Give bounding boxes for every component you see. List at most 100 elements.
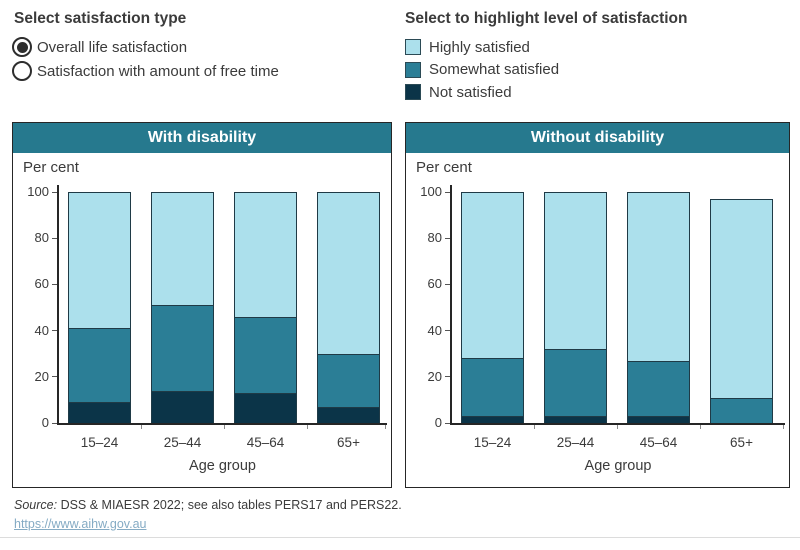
footer: Source: DSS & MIAESR 2022; see also tabl… bbox=[14, 496, 402, 534]
bar-segment[interactable] bbox=[461, 192, 524, 360]
radio-dot bbox=[16, 41, 28, 53]
charts-container: With disability Per cent 0 20 40 60 80 100 15–24… bbox=[12, 122, 790, 488]
y-tick-mark bbox=[52, 237, 57, 239]
bar-segment[interactable] bbox=[317, 406, 380, 424]
y-tick-mark bbox=[52, 376, 57, 378]
radio-option-1[interactable]: Satisfaction with amount of free time bbox=[12, 59, 384, 83]
bar-segment[interactable] bbox=[234, 316, 297, 394]
radio-option-label: Satisfaction with amount of free time bbox=[37, 62, 279, 80]
y-tick-mark bbox=[52, 422, 57, 424]
y-tick-label: 40 bbox=[427, 322, 442, 338]
bar-segment[interactable] bbox=[68, 192, 131, 330]
legend-item-1[interactable]: Somewhat satisfied bbox=[405, 59, 785, 82]
legend-swatch-icon bbox=[405, 84, 421, 101]
legend-title: Select to highlight level of satisfactio… bbox=[405, 10, 688, 27]
y-tick-mark bbox=[445, 422, 450, 424]
chart-title: With disability bbox=[147, 129, 257, 146]
chart-panel-header: With disability bbox=[13, 123, 391, 153]
category-tick-mark bbox=[141, 425, 142, 429]
bar-segment[interactable] bbox=[710, 397, 773, 424]
x-tick-label: 45–64 bbox=[639, 435, 678, 450]
bar-segment[interactable] bbox=[151, 192, 214, 307]
category-tick-mark bbox=[783, 425, 784, 429]
y-axis-line bbox=[450, 185, 452, 425]
y-tick-mark bbox=[445, 376, 450, 378]
bar-segment[interactable] bbox=[234, 392, 297, 424]
x-axis-title: Age group bbox=[584, 458, 652, 474]
bar-segment[interactable] bbox=[68, 328, 131, 404]
y-tick-mark bbox=[52, 191, 57, 193]
x-axis-line bbox=[450, 423, 785, 425]
bar-segment[interactable] bbox=[461, 358, 524, 418]
source-label: Source: bbox=[14, 498, 58, 512]
bar-segment[interactable] bbox=[151, 305, 214, 392]
category-tick-mark bbox=[700, 425, 701, 429]
y-tick-label: 100 bbox=[420, 184, 442, 199]
bar-segment[interactable] bbox=[544, 192, 607, 351]
radio-selected-icon[interactable] bbox=[12, 37, 32, 57]
satisfaction-type-title: Select satisfaction type bbox=[14, 10, 187, 27]
x-tick-label: 25–44 bbox=[163, 435, 202, 450]
source-note: Source: DSS & MIAESR 2022; see also tabl… bbox=[14, 496, 402, 515]
y-tick-mark bbox=[445, 283, 450, 285]
legend-swatch-icon bbox=[405, 61, 421, 78]
category-tick-mark bbox=[307, 425, 308, 429]
bar-segment[interactable] bbox=[544, 349, 607, 418]
chart-plot-area: Per cent 0 20 40 60 80 100 15–24 25–44 45–64 65+ Ag… bbox=[406, 153, 789, 487]
legend-item-2[interactable]: Not satisfied bbox=[405, 81, 785, 104]
chart-panel-1: Without disability Per cent 0 20 40 60 80 100 15… bbox=[405, 122, 790, 488]
x-axis-title: Age group bbox=[189, 458, 256, 474]
bar-segment[interactable] bbox=[627, 192, 690, 362]
bar-segment[interactable] bbox=[627, 360, 690, 418]
chart-plot-area: Per cent 0 20 40 60 80 100 15–24 25–44 45–64 65+ Ag… bbox=[13, 153, 391, 487]
y-tick-mark bbox=[52, 283, 57, 285]
y-tick-label: 60 bbox=[34, 276, 49, 292]
radio-option-0[interactable]: Overall life satisfaction bbox=[12, 35, 384, 59]
chart-panel-0: With disability Per cent 0 20 40 60 80 100 15–24… bbox=[12, 122, 392, 488]
y-tick-label: 20 bbox=[34, 368, 49, 384]
chart-panel-header: Without disability bbox=[406, 123, 789, 153]
category-tick-mark bbox=[224, 425, 225, 429]
legend-item-0[interactable]: Highly satisfied bbox=[405, 36, 785, 59]
legend-item-label: Not satisfied bbox=[429, 83, 512, 101]
satisfaction-legend: Select to highlight level of satisfactio… bbox=[405, 10, 785, 104]
y-axis-line bbox=[57, 185, 59, 425]
bar-segment[interactable] bbox=[710, 198, 773, 399]
bar-segment[interactable] bbox=[317, 353, 380, 408]
y-axis-title: Per cent bbox=[23, 159, 79, 176]
category-tick-mark bbox=[534, 425, 535, 429]
satisfaction-type-control: Select satisfaction type Overall life sa… bbox=[12, 10, 384, 83]
y-tick-label: 80 bbox=[34, 230, 49, 246]
y-tick-mark bbox=[52, 330, 57, 332]
y-tick-label: 0 bbox=[41, 415, 49, 430]
aihw-link[interactable]: https://www.aihw.gov.au bbox=[14, 517, 147, 531]
y-tick-mark bbox=[445, 330, 450, 332]
y-tick-label: 80 bbox=[427, 230, 442, 246]
y-tick-mark bbox=[445, 237, 450, 239]
bar-segment[interactable] bbox=[68, 402, 131, 424]
bar-segment[interactable] bbox=[234, 192, 297, 318]
bar-segment[interactable] bbox=[151, 390, 214, 424]
legend-item-label: Highly satisfied bbox=[429, 38, 530, 56]
y-tick-label: 0 bbox=[434, 415, 442, 430]
source-text: DSS & MIAESR 2022; see also tables PERS1… bbox=[57, 498, 402, 512]
y-tick-mark bbox=[445, 191, 450, 193]
x-tick-label: 25–44 bbox=[556, 435, 595, 450]
x-tick-label: 65+ bbox=[337, 435, 360, 450]
y-tick-label: 100 bbox=[27, 184, 49, 199]
x-tick-label: 15–24 bbox=[80, 435, 119, 450]
radio-unselected-icon[interactable] bbox=[12, 61, 32, 81]
y-axis-title: Per cent bbox=[416, 159, 472, 176]
bottom-divider bbox=[0, 537, 800, 538]
x-tick-label: 15–24 bbox=[473, 435, 512, 450]
y-tick-label: 40 bbox=[34, 322, 49, 338]
chart-title: Without disability bbox=[530, 129, 665, 146]
x-tick-label: 45–64 bbox=[246, 435, 285, 450]
x-axis-line bbox=[57, 423, 387, 425]
bar-segment[interactable] bbox=[317, 192, 380, 355]
category-tick-mark bbox=[385, 425, 386, 429]
legend-swatch-icon bbox=[405, 39, 421, 56]
radio-option-label: Overall life satisfaction bbox=[37, 38, 188, 56]
legend-item-label: Somewhat satisfied bbox=[429, 61, 560, 79]
x-tick-label: 65+ bbox=[730, 435, 753, 450]
